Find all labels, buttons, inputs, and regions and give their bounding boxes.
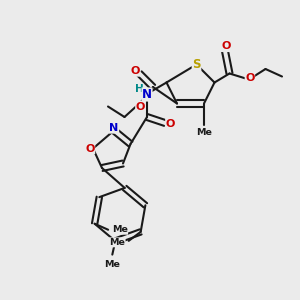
Text: O: O <box>245 73 255 83</box>
Text: O: O <box>166 118 175 129</box>
Text: Me: Me <box>112 225 127 234</box>
Text: H: H <box>134 84 143 94</box>
Text: N: N <box>110 123 118 133</box>
Text: S: S <box>192 58 201 71</box>
Text: O: O <box>136 101 145 112</box>
Text: N: N <box>142 88 152 101</box>
Text: Me: Me <box>109 238 125 247</box>
Text: Me: Me <box>104 260 120 269</box>
Text: O: O <box>130 66 140 76</box>
Text: O: O <box>221 41 231 52</box>
Text: O: O <box>85 143 95 154</box>
Text: Me: Me <box>196 128 212 137</box>
